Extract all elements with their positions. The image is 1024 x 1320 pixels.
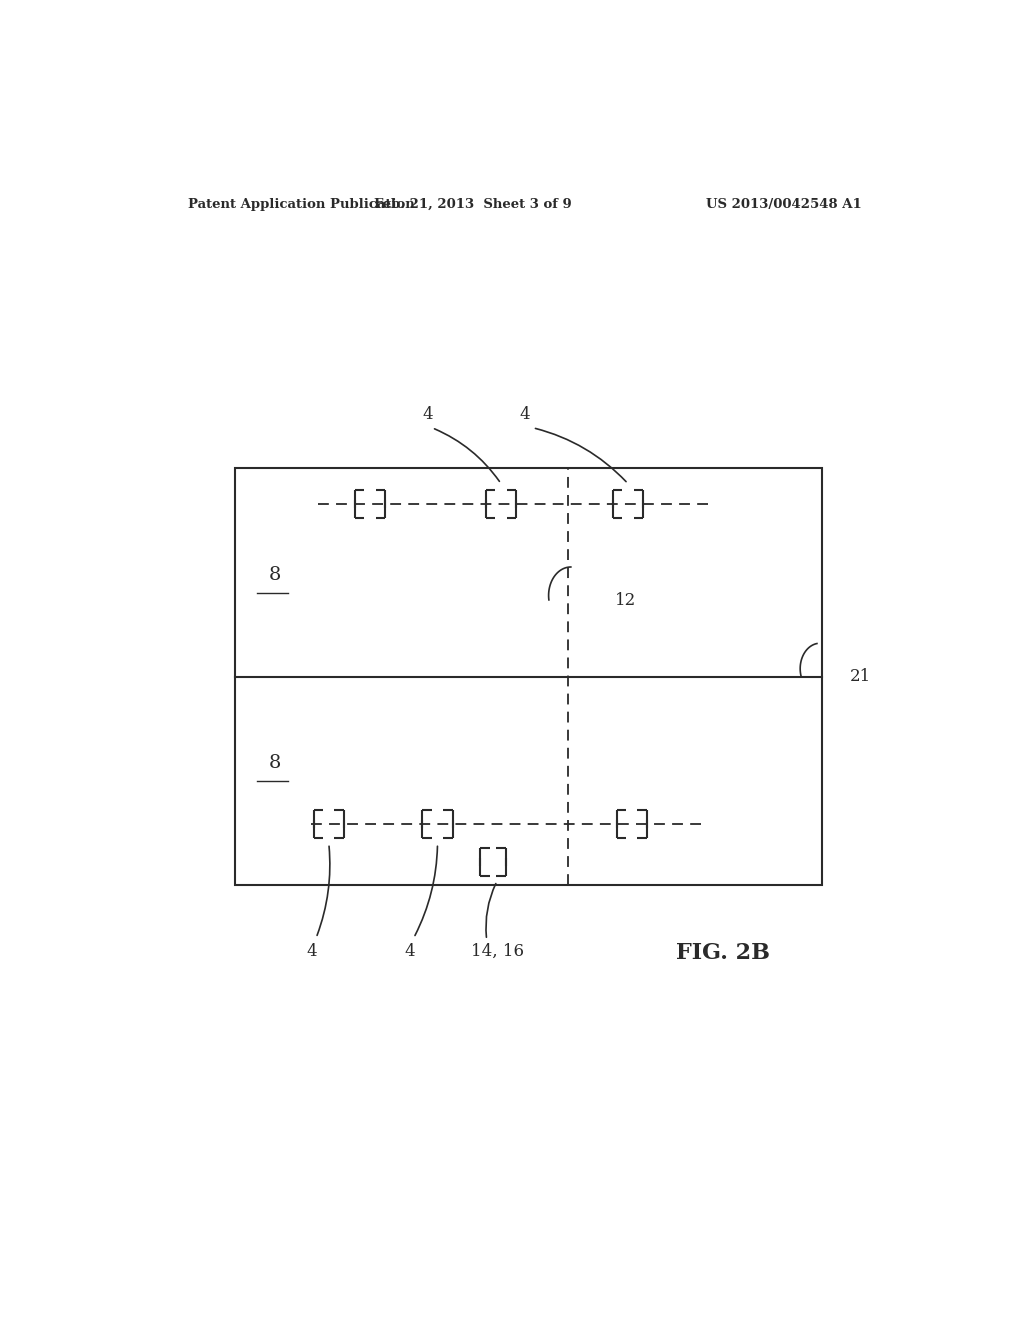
Text: 8: 8: [268, 754, 281, 772]
Text: Feb. 21, 2013  Sheet 3 of 9: Feb. 21, 2013 Sheet 3 of 9: [375, 198, 572, 211]
Text: 4: 4: [423, 405, 433, 422]
Text: 4: 4: [404, 942, 415, 960]
Text: 12: 12: [614, 593, 636, 609]
Text: 8: 8: [268, 566, 281, 585]
Text: Patent Application Publication: Patent Application Publication: [187, 198, 415, 211]
Text: 21: 21: [850, 668, 871, 685]
Text: 14, 16: 14, 16: [471, 942, 524, 960]
Text: 4: 4: [519, 405, 530, 422]
Bar: [236, 469, 822, 886]
Text: FIG. 2B: FIG. 2B: [676, 942, 770, 964]
Text: US 2013/0042548 A1: US 2013/0042548 A1: [707, 198, 862, 211]
Text: 4: 4: [307, 942, 317, 960]
